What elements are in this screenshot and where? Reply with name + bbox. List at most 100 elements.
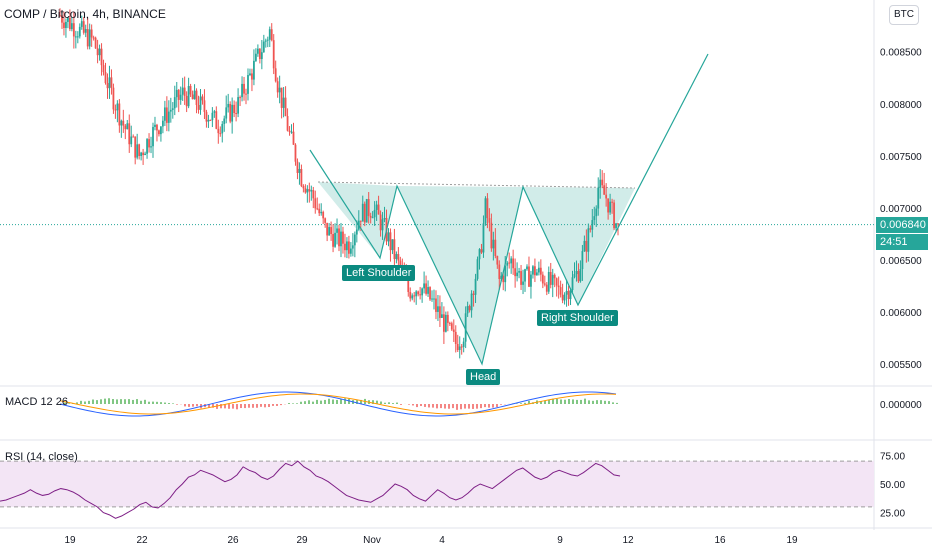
macd-tick-label: 0.000000 — [880, 400, 922, 411]
candle-body — [106, 82, 109, 89]
macd-histogram-bar — [616, 402, 618, 404]
macd-histogram-bar — [304, 401, 306, 404]
candle-body — [411, 295, 414, 299]
macd-histogram-bar — [212, 404, 214, 408]
candle-body — [322, 211, 325, 219]
candle-body — [296, 161, 299, 173]
candle-body — [476, 259, 479, 279]
candle-body — [373, 209, 376, 218]
macd-histogram-bar — [132, 399, 134, 404]
candle-body — [389, 232, 392, 251]
candle-body — [282, 97, 285, 108]
price-tick-label: 0.006000 — [880, 308, 922, 319]
macd-histogram-bar — [464, 404, 466, 409]
candle-body — [342, 231, 344, 244]
candle-body — [270, 29, 273, 41]
candle-body — [379, 214, 382, 231]
candle-body — [433, 298, 435, 300]
macd-histogram-bar — [440, 404, 442, 409]
candle-body — [78, 26, 81, 37]
candle-body — [183, 87, 186, 96]
macd-histogram-bar — [164, 402, 166, 404]
macd-histogram-bar — [540, 401, 542, 404]
candle-body — [595, 208, 598, 217]
candle-body — [264, 40, 267, 42]
macd-histogram-bar — [556, 398, 558, 404]
candle-body — [161, 120, 164, 127]
macd-histogram-bar — [64, 402, 66, 404]
macd-histogram-bar — [408, 404, 410, 405]
rsi-title[interactable]: RSI (14, close) — [5, 451, 78, 463]
candle-body — [585, 240, 588, 252]
candle-body — [203, 100, 206, 112]
candle-body — [369, 215, 372, 218]
macd-histogram-bar — [592, 400, 594, 404]
time-tick-label: 19 — [786, 535, 798, 546]
candle-body — [363, 203, 366, 223]
candle-body — [156, 124, 158, 131]
candle-body — [76, 36, 79, 38]
macd-histogram-bar — [260, 404, 262, 407]
candle-body — [496, 255, 499, 265]
candle-body — [518, 271, 520, 273]
candle-body — [239, 97, 241, 99]
macd-histogram-bar — [348, 398, 350, 404]
macd-histogram-bar — [280, 404, 282, 406]
candle-body — [312, 190, 315, 199]
candle-body — [575, 270, 578, 275]
macd-histogram-bar — [332, 399, 334, 404]
macd-histogram-bar — [68, 403, 70, 404]
candle-body — [591, 220, 594, 230]
candle-body — [605, 194, 608, 199]
candle-body — [551, 274, 554, 285]
macd-histogram-bar — [520, 403, 522, 404]
candle-body — [526, 266, 528, 270]
candle-body — [126, 123, 129, 130]
macd-histogram-bar — [196, 404, 198, 407]
candle-body — [134, 136, 137, 158]
candle-body — [603, 185, 606, 195]
candle-body — [243, 83, 245, 94]
candle-body — [150, 146, 152, 148]
candle-body — [462, 341, 465, 347]
candle-body — [395, 254, 398, 260]
macd-histogram-bar — [268, 404, 270, 408]
candle-body — [468, 306, 471, 311]
candle-body — [439, 306, 441, 318]
rsi-line — [0, 460, 621, 519]
price-tick-label: 0.007000 — [880, 204, 922, 215]
macd-histogram-bar — [460, 404, 462, 410]
candle-body — [353, 234, 356, 246]
macd-title[interactable]: MACD 12 26 — [5, 396, 68, 408]
last-price-tag: 0.006840 — [876, 217, 928, 233]
candle-body — [258, 48, 261, 60]
candle-body — [615, 223, 617, 229]
candle-body — [421, 288, 424, 296]
candle-body — [256, 48, 259, 54]
left-shoulder-fill — [318, 182, 397, 258]
candle-body — [535, 272, 538, 276]
macd-histogram-bar — [324, 399, 326, 404]
macd-histogram-bar — [392, 403, 394, 404]
candle-body — [522, 281, 524, 285]
candle-body — [167, 111, 170, 123]
candle-body — [177, 89, 180, 100]
currency-button[interactable]: BTC — [889, 5, 919, 25]
candle-body — [466, 306, 469, 314]
candle-body — [171, 108, 174, 110]
symbol-title[interactable]: COMP / Bitcoin, 4h, BINANCE — [4, 7, 166, 21]
candle-body — [298, 168, 301, 173]
candle-body — [102, 65, 105, 73]
macd-histogram-bar — [220, 404, 222, 409]
macd-histogram-bar — [76, 402, 78, 404]
candle-body — [288, 130, 291, 133]
macd-histogram-bar — [384, 402, 386, 404]
candle-body — [446, 314, 449, 323]
macd-histogram-bar — [312, 401, 314, 404]
macd-histogram-bar — [228, 404, 230, 409]
macd-histogram-bar — [140, 400, 142, 404]
candle-body — [175, 89, 178, 98]
macd-histogram-bar — [568, 398, 570, 404]
candle-body — [607, 198, 610, 213]
candle-body — [328, 227, 331, 236]
